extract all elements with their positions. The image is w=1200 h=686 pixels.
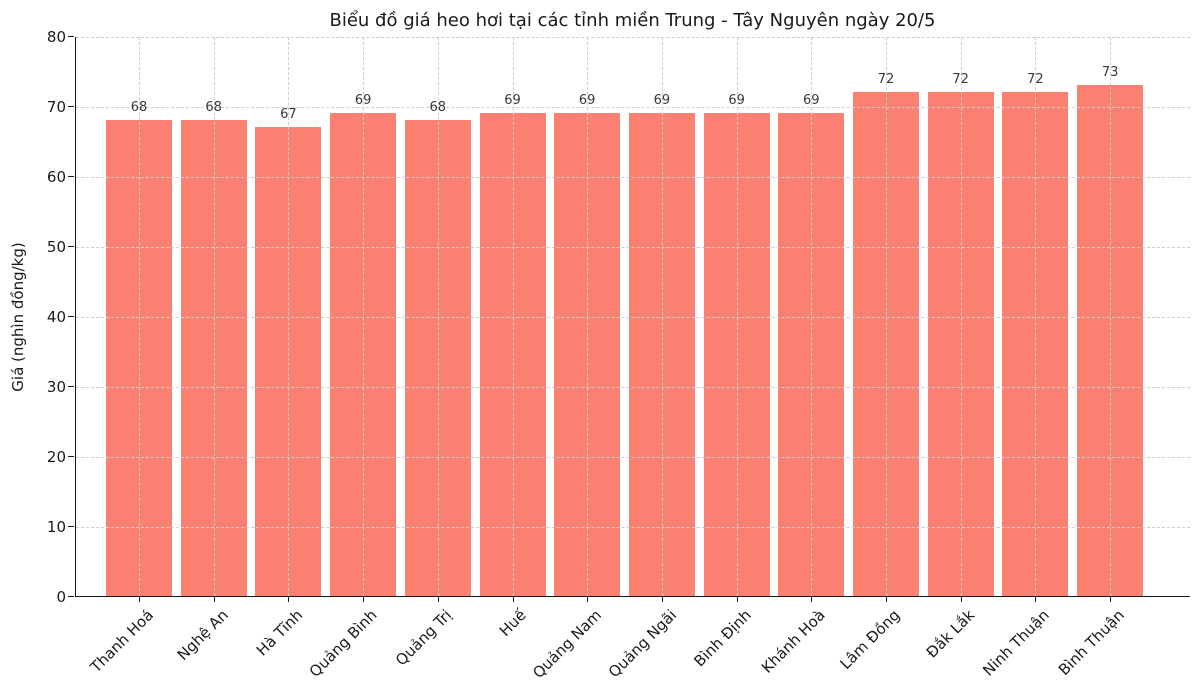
bar-value-label: 69	[354, 93, 372, 108]
bar-value-label: 73	[1101, 65, 1119, 80]
x-tick-label: Huế	[496, 606, 531, 640]
x-tick-label: Thanh Hoá	[86, 606, 157, 677]
y-tick-mark	[68, 246, 74, 247]
y-tick-mark	[68, 176, 74, 177]
y-tick-mark	[68, 386, 74, 387]
v-gridline	[363, 37, 365, 596]
v-gridline	[1035, 37, 1037, 596]
y-tick-mark	[68, 596, 74, 597]
y-tick-mark	[68, 106, 74, 107]
y-tick-label: 40	[46, 308, 66, 326]
v-gridline	[811, 37, 813, 596]
bar-value-label: 69	[653, 93, 671, 108]
x-tick-mark	[661, 596, 663, 602]
h-gridline	[76, 457, 1190, 458]
bar-value-label: 69	[504, 93, 521, 108]
x-tick-label: Nghệ An	[173, 606, 232, 664]
chart-title: Biểu đồ giá heo hơi tại các tỉnh miền Tr…	[329, 10, 936, 31]
y-tick-label: 80	[46, 28, 66, 46]
x-tick-mark	[213, 596, 215, 602]
bar-value-label: 72	[952, 72, 969, 87]
x-tick-mark	[886, 596, 887, 602]
bar-value-label: 68	[429, 100, 447, 115]
x-tick-label: Quảng Ngãi	[604, 606, 680, 682]
bar-value-label: 67	[280, 107, 297, 122]
y-tick-label: 70	[46, 98, 66, 116]
bar-value-label: 69	[728, 93, 745, 108]
v-gridline	[1110, 37, 1112, 596]
v-gridline	[960, 37, 962, 596]
x-tick-mark	[1110, 596, 1112, 602]
y-tick-label: 30	[46, 378, 66, 396]
x-tick-label: Bình Thuận	[1054, 606, 1128, 679]
x-tick-label: Ninh Thuận	[979, 606, 1054, 680]
v-gridline	[139, 37, 140, 596]
bar-value-label: 68	[130, 100, 148, 115]
h-gridline	[76, 37, 1190, 38]
y-tick-label: 10	[46, 518, 66, 536]
v-gridline	[213, 37, 215, 596]
h-gridline	[76, 177, 1190, 178]
x-tick-label: Khánh Hoà	[758, 606, 830, 677]
x-tick-label: Quảng Bình	[306, 606, 381, 681]
bar-value-label: 69	[803, 93, 820, 108]
v-gridline	[886, 37, 887, 596]
x-tick-mark	[288, 596, 290, 602]
v-gridline	[288, 37, 290, 596]
y-tick-label: 20	[46, 448, 66, 466]
x-tick-label: Quảng Nam	[529, 606, 605, 682]
plot-area: 0 10 20 30 40 50 60 70 80 68 Thanh Hoá 68 Nghệ An 67 H…	[47, 28, 1190, 682]
y-tick-mark	[68, 36, 74, 37]
h-gridline	[76, 387, 1190, 388]
x-tick-label: Hà Tĩnh	[252, 606, 307, 660]
h-gridline	[76, 107, 1190, 108]
y-tick-label: 50	[46, 238, 66, 256]
x-tick-mark	[960, 596, 962, 602]
y-tick-mark	[68, 316, 74, 317]
x-tick-label: Quảng Trị	[392, 606, 456, 670]
bar-value-label: 72	[1027, 72, 1044, 87]
v-gridline	[512, 37, 514, 596]
x-tick-label: Lâm Đồng	[836, 606, 904, 674]
v-gridline	[736, 37, 738, 596]
x-tick-mark	[139, 596, 140, 602]
y-tick-label: 0	[56, 588, 66, 606]
v-gridline	[587, 37, 589, 596]
h-gridline	[76, 527, 1190, 528]
x-tick-mark	[811, 596, 813, 602]
bar-value-label: 72	[877, 72, 895, 87]
h-gridline	[76, 247, 1190, 248]
x-tick-label: Đắk Lắk	[922, 606, 979, 662]
y-tick-mark	[68, 456, 74, 457]
v-gridline	[661, 37, 663, 596]
y-tick-mark	[68, 526, 74, 527]
y-tick-label: 60	[46, 168, 66, 186]
x-tick-mark	[587, 596, 589, 602]
x-tick-mark	[736, 596, 738, 602]
h-gridline	[76, 317, 1190, 318]
v-gridline	[437, 37, 439, 596]
x-tick-mark	[363, 596, 365, 602]
x-tick-mark	[1035, 596, 1037, 602]
bar-value-label: 68	[205, 100, 222, 115]
bar-value-label: 69	[578, 93, 596, 108]
x-tick-mark	[437, 596, 439, 602]
x-tick-label: Bình Định	[689, 606, 755, 671]
x-tick-mark	[512, 596, 514, 602]
